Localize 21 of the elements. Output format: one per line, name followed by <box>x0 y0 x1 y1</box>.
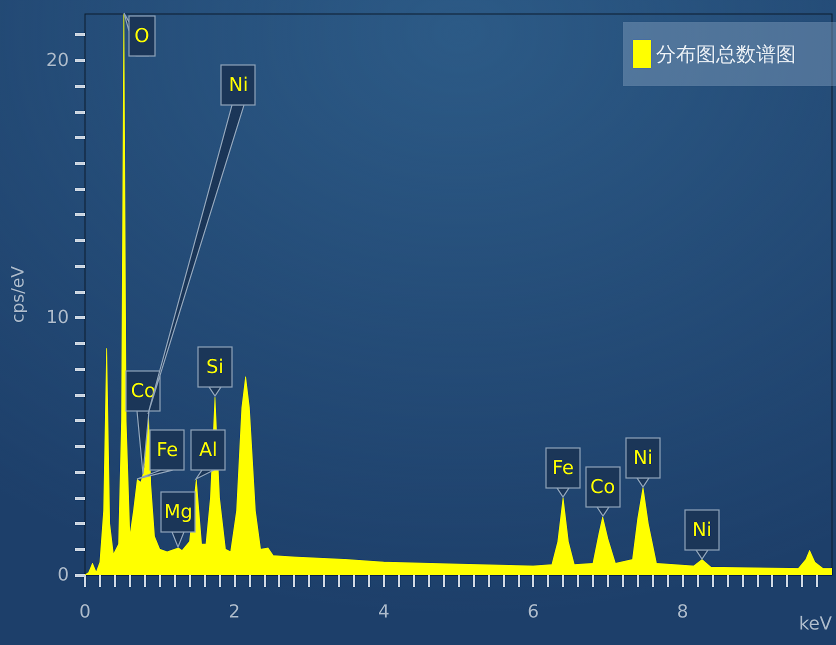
y-axis-title: cps/eV <box>8 266 28 323</box>
annotation: Ni <box>633 446 653 468</box>
annotation: O <box>134 25 150 47</box>
annotation: Ni <box>228 74 248 96</box>
annotation: Ni <box>692 518 712 541</box>
annotation: Si <box>206 356 224 378</box>
y-tick-label: 10 <box>46 307 69 328</box>
x-tick-label: 0 <box>79 602 91 622</box>
annotation: Co <box>590 476 616 498</box>
annotation: Fe <box>156 438 178 461</box>
annotation: Fe <box>552 456 574 479</box>
annotation: Mg <box>164 500 193 523</box>
legend-label: 分布图总数谱图 <box>656 42 796 66</box>
y-tick-label: 20 <box>46 50 69 71</box>
x-tick-label: 4 <box>378 602 390 622</box>
x-tick-label: 8 <box>676 602 688 622</box>
annotation: Al <box>199 438 218 461</box>
y-tick-label: 0 <box>58 564 69 586</box>
x-tick-label: 2 <box>228 602 240 622</box>
x-axis-title: keV <box>798 614 833 634</box>
x-tick-label: 6 <box>527 602 539 622</box>
